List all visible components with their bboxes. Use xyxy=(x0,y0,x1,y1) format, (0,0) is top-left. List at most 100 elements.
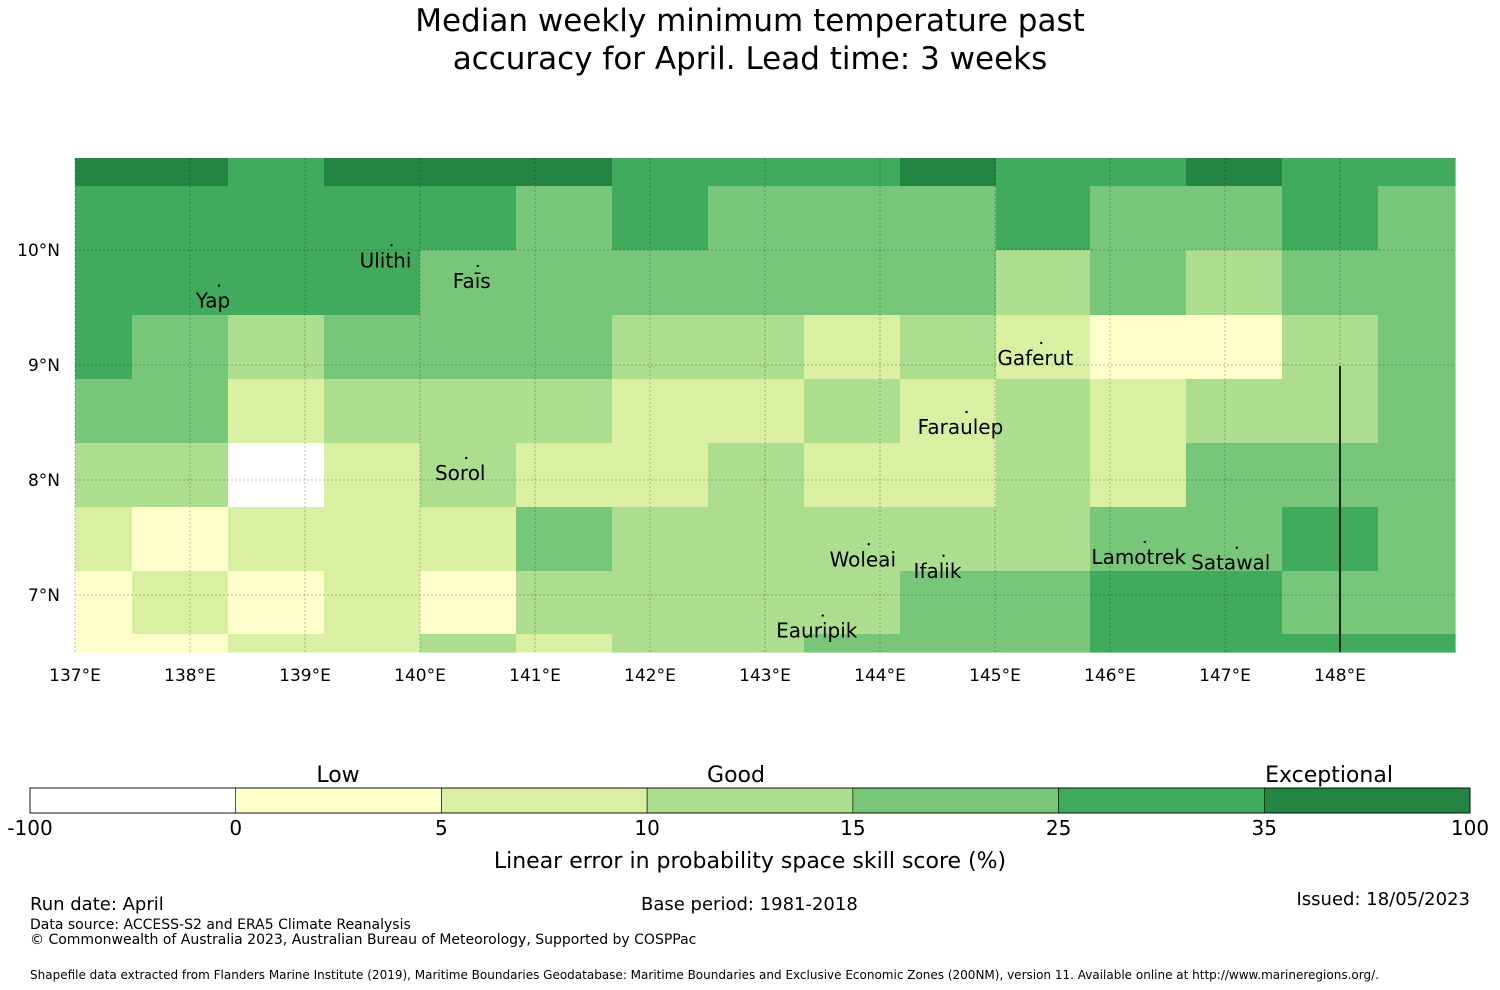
grid-cell xyxy=(324,634,421,653)
island-marker xyxy=(390,244,393,247)
grid-cell xyxy=(612,250,709,316)
island-label: Sorol xyxy=(435,461,486,485)
island-marker xyxy=(1040,341,1043,345)
island-marker xyxy=(465,456,468,460)
island-label: Lamotrek xyxy=(1091,545,1186,569)
grid-cell xyxy=(612,379,709,444)
grid-cell xyxy=(804,571,901,635)
map-title: Median weekly minimum temperature past a… xyxy=(250,2,1250,78)
colorbar-tick-label: 35 xyxy=(1252,816,1277,840)
grid-cell xyxy=(516,379,613,444)
colorbar-tick-label: 25 xyxy=(1046,816,1071,840)
lon-tick-label: 140°E xyxy=(394,666,446,686)
grid-cell xyxy=(708,507,805,572)
grid-cell xyxy=(804,507,901,572)
grid-cell xyxy=(804,250,901,316)
island-marker xyxy=(821,614,824,617)
grid-cell xyxy=(804,379,901,444)
grid-cell xyxy=(612,158,709,187)
issued-date: Issued: 18/05/2023 xyxy=(1296,889,1470,910)
grid-cell xyxy=(1378,315,1456,380)
grid-cell xyxy=(804,158,901,187)
grid-cell xyxy=(1282,443,1379,508)
legend-category-good: Good xyxy=(707,763,765,788)
grid-cell xyxy=(1378,443,1456,508)
lon-tick-label: 143°E xyxy=(739,666,791,686)
grid-cell xyxy=(420,634,517,653)
colorbar-swatch xyxy=(29,787,237,814)
grid-cell xyxy=(228,507,325,572)
colorbar-swatches xyxy=(29,787,1471,814)
grid-cell xyxy=(1090,158,1187,187)
grid-cell xyxy=(708,250,805,316)
grid-cell xyxy=(516,507,613,572)
grid-cell xyxy=(1282,634,1379,653)
run-date: Run date: April xyxy=(30,894,164,915)
island-label: Gaferut xyxy=(997,346,1073,370)
island-label: Woleai xyxy=(829,547,896,571)
latitude-tick-labels: 10°N 9°N 8°N 7°N xyxy=(17,241,60,606)
grid-cell xyxy=(900,379,997,444)
grid-cell xyxy=(516,186,613,251)
grid-cell xyxy=(1378,507,1456,572)
grid-cell xyxy=(228,443,325,508)
lat-tick-label: 8°N xyxy=(28,471,60,491)
colorbar-label: Linear error in probability space skill … xyxy=(494,849,1006,874)
grid-cell xyxy=(708,634,805,653)
island-label: Eauripik xyxy=(776,619,858,643)
grid-cell xyxy=(1282,186,1379,251)
lon-tick-label: 138°E xyxy=(164,666,216,686)
grid-cell xyxy=(420,571,517,635)
island-label: Yap xyxy=(195,289,230,313)
graticule xyxy=(74,158,1455,652)
grid-cell xyxy=(804,443,901,508)
grid-cell xyxy=(324,158,421,187)
grid-cell xyxy=(228,634,325,653)
grid-cell xyxy=(1186,315,1283,380)
grid-cell xyxy=(708,315,805,380)
grid-cell xyxy=(1282,507,1379,572)
grid-cell xyxy=(1090,379,1187,444)
colorbar-tick-label: 15 xyxy=(840,816,865,840)
grid-cell xyxy=(228,250,325,316)
colorbar-swatch xyxy=(852,787,1059,814)
grid-cell xyxy=(324,186,421,251)
grid-cell xyxy=(420,443,517,508)
grid-cell xyxy=(900,186,997,251)
grid-cell xyxy=(1186,507,1283,572)
grid-cell xyxy=(228,571,325,635)
island-label: Ifalik xyxy=(914,559,962,583)
grid-cell xyxy=(75,571,133,635)
grid-cell xyxy=(996,315,1091,380)
grid-cell xyxy=(900,634,997,653)
lon-tick-label: 147°E xyxy=(1199,666,1251,686)
legend-category-low: Low xyxy=(316,763,359,788)
grid-cell xyxy=(996,186,1091,251)
grid-cell xyxy=(420,158,517,187)
grid-cell xyxy=(324,315,421,380)
grid-cell xyxy=(804,634,901,653)
grid-cell xyxy=(1090,634,1187,653)
grid-cell xyxy=(1186,158,1283,187)
island-label: Satawal xyxy=(1191,551,1270,575)
lon-tick-label: 141°E xyxy=(509,666,561,686)
grid-cell xyxy=(75,634,133,653)
grid-cell xyxy=(708,158,805,187)
grid-cell xyxy=(996,634,1091,653)
island-marker xyxy=(867,543,870,546)
grid-cell xyxy=(420,186,517,251)
grid-cell xyxy=(132,634,229,653)
lon-tick-label: 146°E xyxy=(1084,666,1136,686)
grid-cell xyxy=(900,443,997,508)
colorbar: Low Good Exceptional -100 0 5 10 15 25 35 100 L… xyxy=(7,763,1489,874)
grid-cell xyxy=(804,315,901,380)
colorbar-swatch xyxy=(235,787,442,814)
grid-cell xyxy=(996,158,1091,187)
lat-tick-label: 10°N xyxy=(17,241,60,261)
grid-cell xyxy=(1186,443,1283,508)
grid-cell xyxy=(1090,315,1187,380)
grid-cell xyxy=(75,158,133,187)
grid-cell xyxy=(612,507,709,572)
grid-cell xyxy=(132,250,229,316)
lat-tick-label: 7°N xyxy=(28,586,60,606)
